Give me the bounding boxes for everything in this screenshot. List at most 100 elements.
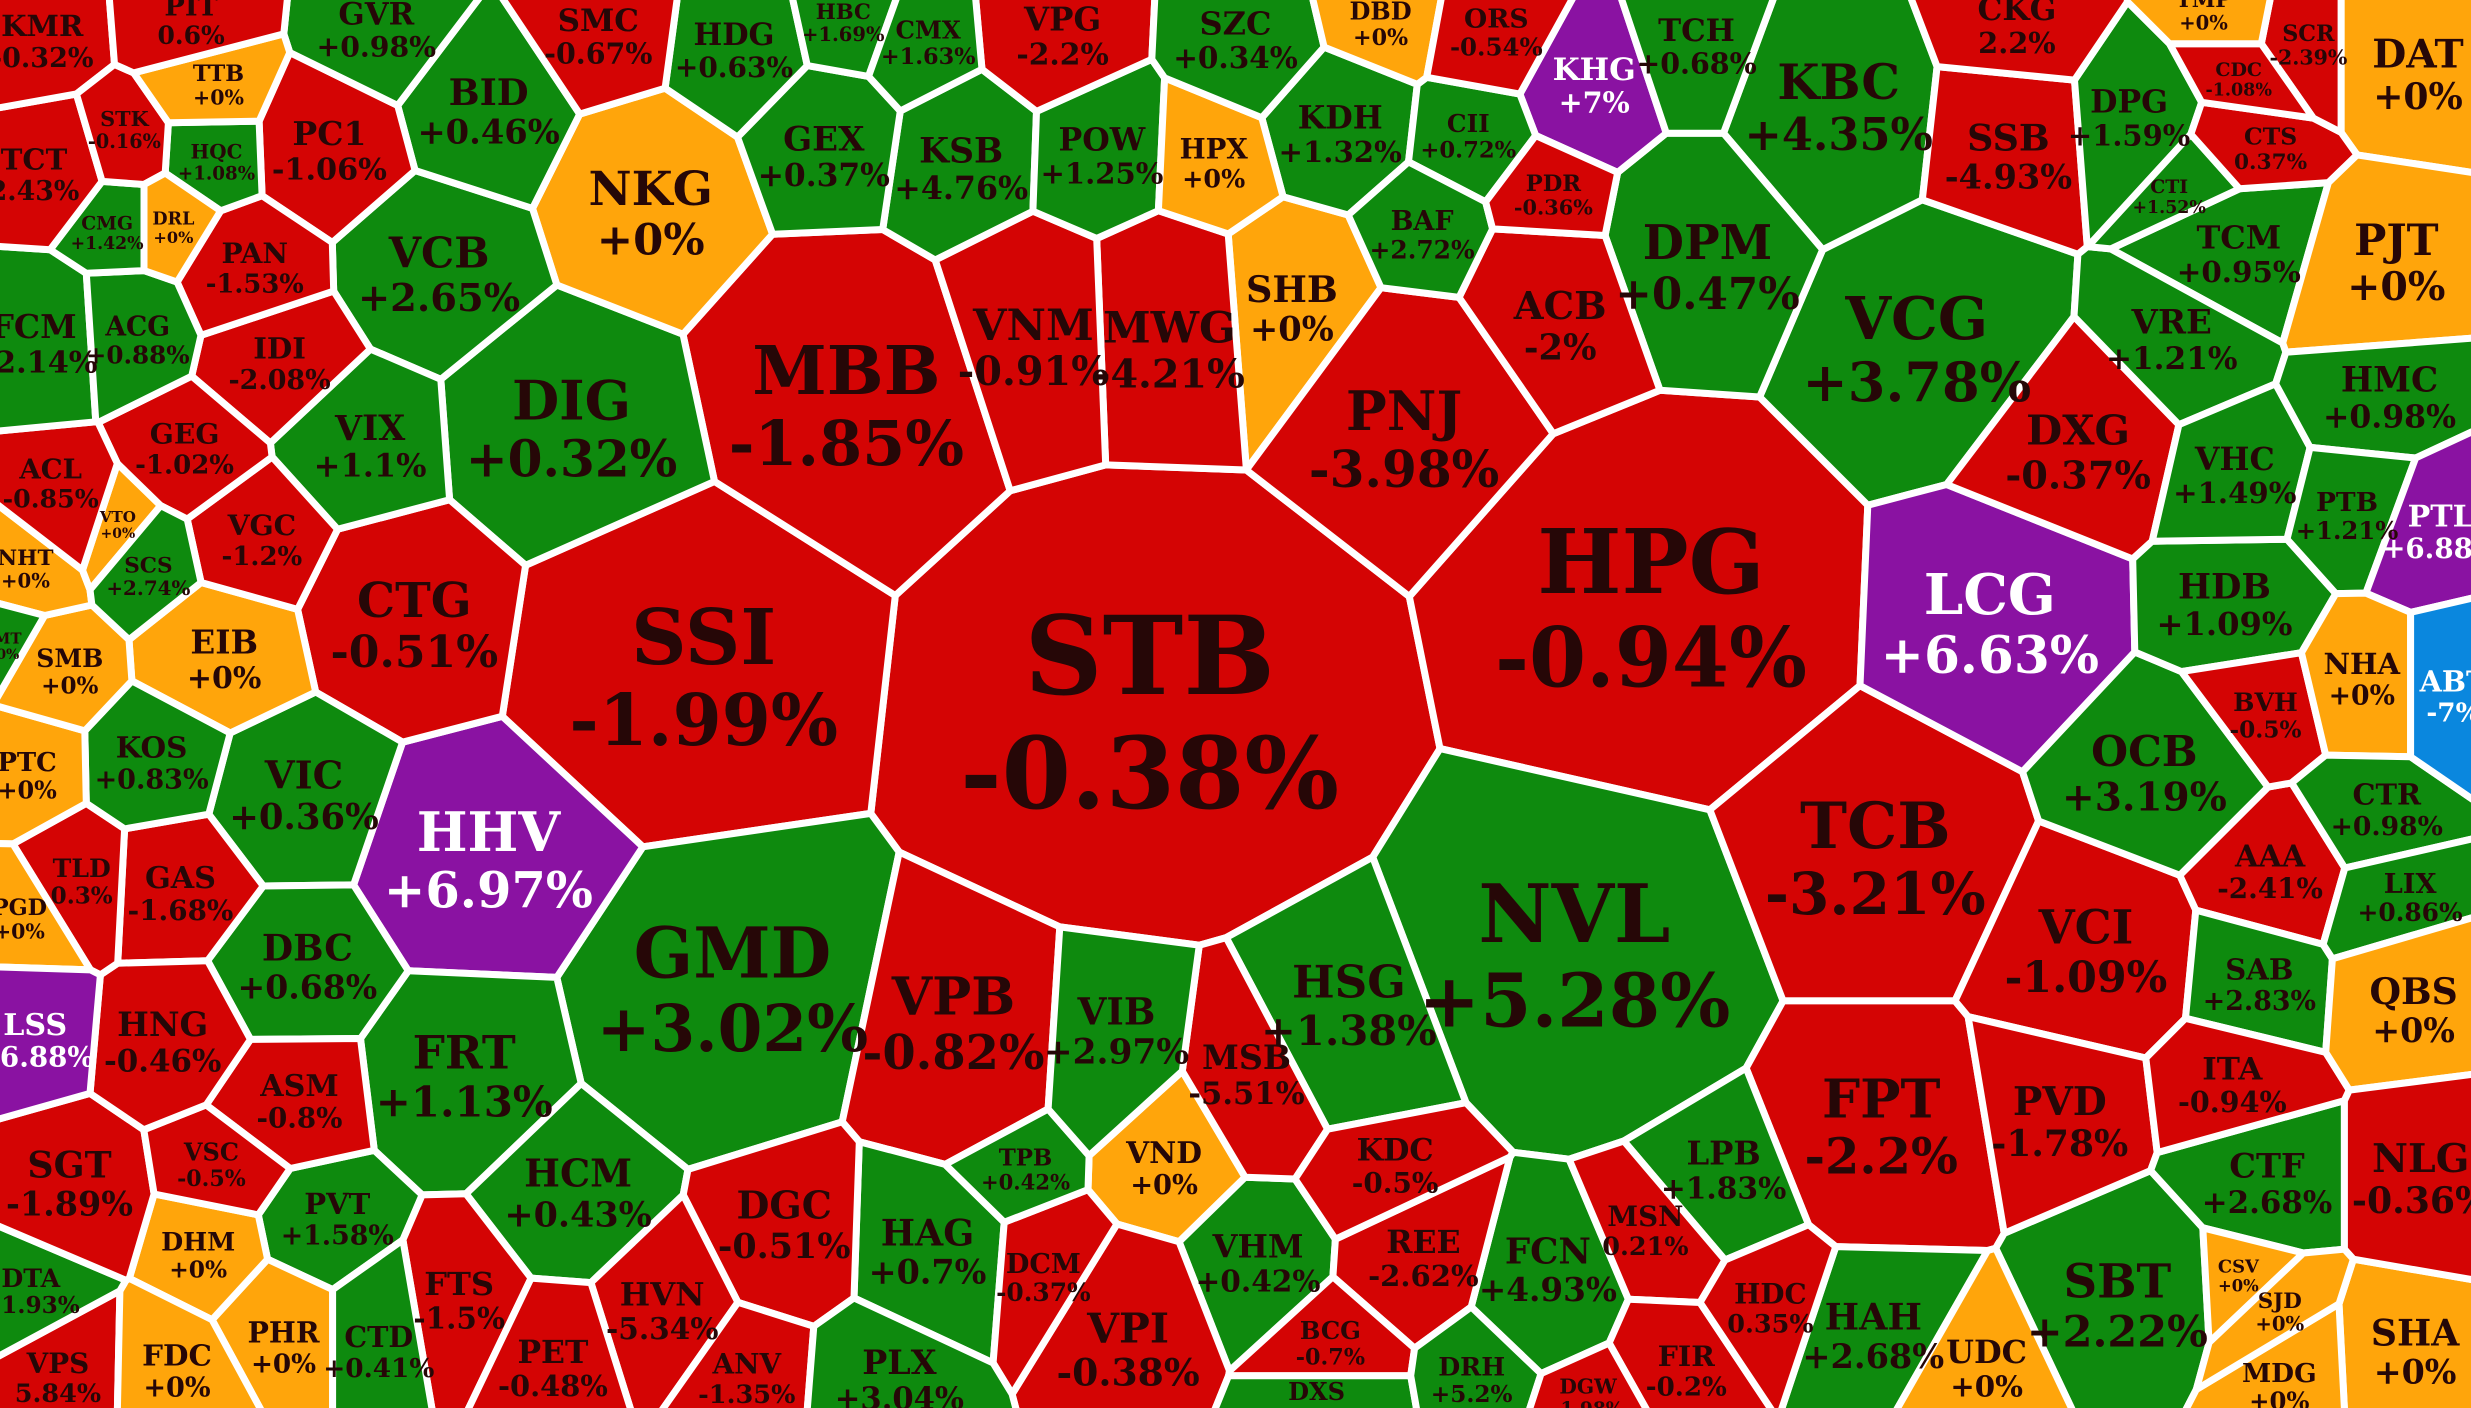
symbol-label-tmp: TMP <box>2176 0 2231 13</box>
symbol-label-scs: SCS <box>124 553 172 578</box>
change-label-pjt: +0% <box>2347 264 2445 310</box>
change-label-ksb: +4.76% <box>894 170 1028 207</box>
change-label-dxs: +0.29% <box>1270 1405 1363 1408</box>
change-label-cti: +1.52% <box>2132 198 2206 218</box>
cell-cmx[interactable] <box>865 0 986 115</box>
symbol-label-tld: TLD <box>53 853 111 883</box>
symbol-label-ita: ITA <box>2202 1052 2263 1088</box>
cell-pit[interactable] <box>105 0 291 77</box>
change-label-dgc: -0.51% <box>718 1226 851 1267</box>
change-label-vhm: +0.42% <box>1196 1263 1321 1298</box>
change-label-cmx: +1.63% <box>881 44 976 70</box>
cell-vib[interactable] <box>1044 923 1203 1160</box>
change-label-nvl: +5.28% <box>1418 958 1730 1044</box>
change-label-vgc: -1.2% <box>222 542 303 572</box>
change-label-vnm: -0.91% <box>958 349 1109 395</box>
symbol-label-hdc: HDC <box>1734 1278 1807 1311</box>
change-label-acg: +0.88% <box>86 341 190 370</box>
cell-tmt[interactable] <box>0 598 49 705</box>
symbol-label-cmg: CMG <box>81 212 133 234</box>
change-label-pdr: -0.36% <box>1514 195 1593 220</box>
cell-smc[interactable] <box>491 0 681 118</box>
symbol-label-dpg: DPG <box>2090 83 2168 120</box>
change-label-vci: -1.09% <box>2005 953 2168 1003</box>
symbol-label-abt: ABT <box>2419 665 2471 699</box>
symbol-label-mdg: MDG <box>2242 1358 2317 1389</box>
change-label-vre: +1.21% <box>2106 341 2238 377</box>
change-label-vcg: +3.78% <box>1802 350 2031 414</box>
symbol-label-pc1: PC1 <box>292 114 366 153</box>
cell-pet[interactable] <box>459 1274 636 1408</box>
symbol-label-tcb: TCB <box>1800 789 1951 863</box>
change-label-sjd: +0% <box>2255 1313 2304 1336</box>
symbol-label-shb: SHB <box>1246 268 1338 311</box>
cell-scs[interactable] <box>86 502 205 644</box>
symbol-label-pvt: PVT <box>304 1187 370 1221</box>
symbol-label-lcg: LCG <box>1924 562 2056 628</box>
change-label-idi: -2.08% <box>228 365 330 396</box>
cell-szc[interactable] <box>1148 0 1328 122</box>
cell-plx[interactable] <box>803 1294 1021 1408</box>
change-label-vib: +2.97% <box>1044 1033 1189 1073</box>
cell-sjd[interactable] <box>2192 1245 2357 1393</box>
change-label-tcb: -3.21% <box>1765 859 1986 928</box>
symbol-label-hdb: HDB <box>2178 566 2271 607</box>
symbol-label-dig: DIG <box>512 369 631 433</box>
change-label-hsg: +1.38% <box>1261 1006 1437 1055</box>
cell-ckg[interactable] <box>1904 0 2131 84</box>
cell-ors[interactable] <box>1423 0 1583 98</box>
symbol-label-acb: ACB <box>1513 284 1607 329</box>
symbol-label-fcm: FCM <box>0 307 77 346</box>
cell-udc[interactable] <box>1886 1244 2081 1408</box>
symbol-label-aaa: AAA <box>2234 839 2306 874</box>
symbol-label-eib: EIB <box>190 623 258 662</box>
symbol-label-ksb: KSB <box>919 132 1003 172</box>
change-label-pet: -0.48% <box>498 1369 608 1403</box>
symbol-label-ckg: CKG <box>1977 0 2056 28</box>
symbol-label-msb: MSB <box>1202 1038 1291 1077</box>
change-label-dxg: -0.37% <box>2005 453 2151 498</box>
cell-dgw[interactable] <box>1523 1339 1657 1408</box>
cell-lss[interactable] <box>0 963 104 1124</box>
symbol-label-vre: VRE <box>2131 302 2212 342</box>
change-label-fir: -0.2% <box>1646 1372 1727 1403</box>
cell-qbs[interactable] <box>2322 912 2471 1094</box>
cell-drl[interactable] <box>140 169 225 286</box>
symbol-label-kbc: KBC <box>1777 54 1900 111</box>
cell-hdc[interactable] <box>1696 1221 1840 1408</box>
symbol-label-fir: FIR <box>1658 1339 1715 1373</box>
symbol-label-stk: STK <box>100 106 149 131</box>
cell-ctd[interactable] <box>329 1236 436 1408</box>
cell-abt[interactable] <box>2407 594 2471 812</box>
cell-tch[interactable] <box>1615 0 1780 137</box>
cell-dbd[interactable] <box>1308 0 1445 88</box>
change-label-dpg: +1.59% <box>2068 118 2191 152</box>
cell-pdr[interactable] <box>1482 132 1622 239</box>
change-label-ree: -2.62% <box>1368 1259 1479 1293</box>
change-label-eib: +0% <box>187 661 262 696</box>
cell-kdc[interactable] <box>1291 1099 1517 1243</box>
change-label-pit: 0.6% <box>157 21 224 50</box>
symbol-label-csv: CSV <box>2218 1257 2260 1278</box>
change-label-vic: +0.36% <box>229 797 378 838</box>
symbol-label-vix: VIX <box>334 408 405 449</box>
symbol-label-drl: DRL <box>152 209 194 229</box>
change-label-qbs: +0% <box>2372 1011 2455 1050</box>
cell-tmp[interactable] <box>2123 0 2274 48</box>
symbol-label-kos: KOS <box>116 730 188 765</box>
symbol-label-plx: PLX <box>862 1343 936 1382</box>
symbol-label-fts: FTS <box>424 1265 494 1303</box>
symbol-label-dgc: DGC <box>737 1182 832 1227</box>
change-label-acl: -0.85% <box>3 484 99 514</box>
symbol-label-nlg: NLG <box>2372 1136 2469 1182</box>
change-label-plx: +3.04% <box>835 1381 964 1408</box>
change-label-baf: +2.72% <box>1370 236 1475 265</box>
cell-pjt[interactable] <box>2279 151 2471 356</box>
cell-tpb[interactable] <box>941 1105 1093 1226</box>
symbol-label-pow: POW <box>1059 121 1146 158</box>
symbol-label-ssi: SSI <box>631 593 776 683</box>
symbol-label-fcn: FCN <box>1505 1231 1591 1272</box>
cell-fir[interactable] <box>1605 1295 1779 1408</box>
